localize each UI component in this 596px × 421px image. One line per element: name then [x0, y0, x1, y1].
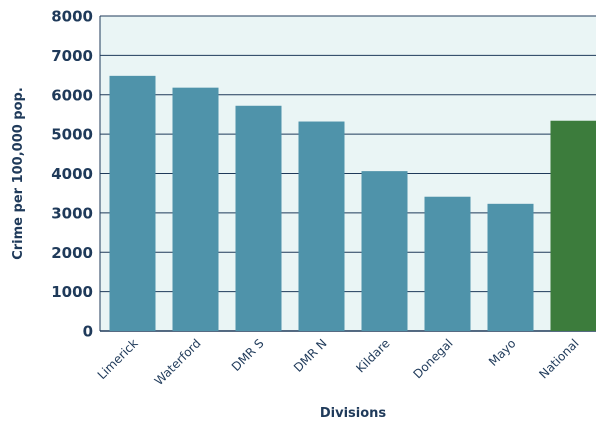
y-tick-label: 0: [83, 323, 93, 341]
y-tick-label: 1000: [51, 283, 93, 301]
y-tick-label: 2000: [51, 244, 93, 262]
bars: [109, 75, 596, 332]
x-tick-label: Mayo: [486, 336, 519, 369]
bar-donegal: [424, 196, 471, 331]
bar-dmr-s: [235, 105, 282, 332]
y-tick-label: 5000: [51, 126, 93, 144]
x-axis-title: Divisions: [320, 406, 387, 421]
y-tick-label: 4000: [51, 165, 93, 183]
y-tick-labels: 0 1000 2000 3000 4000 5000 6000 7000 8000: [51, 8, 93, 341]
y-axis-title: Crime per 100,000 pop.: [11, 87, 26, 260]
x-tick-label: DMR N: [291, 336, 330, 375]
y-tick-label: 8000: [51, 8, 93, 26]
x-tick-label: National: [536, 336, 581, 381]
x-tick-label: Kildare: [353, 336, 392, 375]
x-tick-label: Donegal: [410, 336, 455, 381]
bar-kildare: [361, 171, 408, 331]
x-tick-label: Waterford: [152, 336, 204, 388]
bar-waterford: [172, 87, 219, 331]
bar-national: [550, 120, 596, 331]
bar-limerick: [109, 75, 156, 331]
y-tick-label: 3000: [51, 204, 93, 222]
y-tick-label: 7000: [51, 47, 93, 65]
y-tick-label: 6000: [51, 86, 93, 104]
x-tick-label: DMR S: [229, 336, 267, 374]
x-tick-labels: Limerick Waterford DMR S DMR N Kildare Donega…: [95, 336, 582, 388]
x-tick-label: Limerick: [95, 336, 141, 382]
bar-mayo: [487, 203, 534, 331]
bar-dmr-n: [298, 121, 345, 332]
